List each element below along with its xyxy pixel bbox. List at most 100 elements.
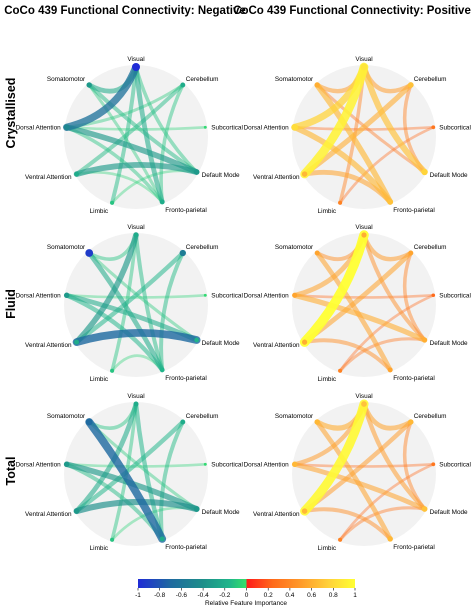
node-label-somatomotor: Somatomotor — [275, 76, 314, 83]
node-ventral-attention — [301, 171, 308, 177]
edge-cerebellum-ventral-attention — [74, 250, 185, 345]
edge-ventral-attention-default-mode — [73, 162, 200, 177]
node-label-limbic: Limbic — [318, 545, 337, 552]
node-dorsal-attention — [63, 292, 70, 299]
node-label-subcortical: Subcortical — [439, 124, 471, 131]
node-label-fronto-parietal: Fronto-parietal — [165, 375, 207, 382]
edge-default-mode-somatomotor — [315, 83, 427, 174]
node-cerebellum — [180, 419, 186, 425]
node-fronto-parietal — [159, 367, 165, 373]
edge-dorsal-attention-fronto-parietal — [64, 293, 165, 373]
colorbar-label: Relative Feature Importance — [205, 600, 287, 607]
chord-panel-total-positive: Visual Cerebellum Subcortical Default Mode F… — [244, 393, 471, 552]
colorbar-tick-label: -0.8 — [154, 592, 166, 599]
node-somatomotor — [314, 419, 320, 425]
colorbar-tick-label: 0.2 — [264, 592, 273, 599]
node-label-limbic: Limbic — [90, 208, 109, 215]
node-label-subcortical: Subcortical — [439, 461, 471, 468]
node-somatomotor — [85, 249, 94, 257]
node-label-ventral-attention: Ventral Attention — [25, 174, 72, 181]
edge-cerebellum-fronto-parietal — [159, 83, 185, 204]
edge-ventral-attention-default-mode — [73, 498, 200, 515]
colorbar-tick-label: 0 — [245, 592, 249, 599]
node-visual — [133, 232, 139, 238]
colorbar-tick-label: -1 — [135, 592, 141, 599]
node-label-ventral-attention: Ventral Attention — [253, 174, 300, 181]
node-label-dorsal-attention: Dorsal Attention — [244, 461, 290, 468]
node-label-ventral-attention: Ventral Attention — [25, 342, 72, 349]
node-visual — [133, 401, 139, 407]
node-label-visual: Visual — [355, 224, 372, 231]
edge-cerebellum-fronto-parietal — [159, 420, 185, 541]
node-label-fronto-parietal: Fronto-parietal — [393, 375, 435, 382]
chord-panel-crystallised-negative: Visual Cerebellum Subcortical Default Mode F… — [16, 56, 243, 215]
edge-visual-fronto-parietal — [133, 64, 165, 205]
colorbar-tick-label: -0.4 — [197, 592, 209, 599]
node-subcortical — [431, 462, 436, 467]
edge-dorsal-attention-default-mode — [63, 124, 200, 175]
row-label-crystallised: Crystallised — [4, 78, 18, 149]
row-label-fluid: Fluid — [4, 289, 18, 319]
node-subcortical — [431, 125, 436, 130]
node-subcortical — [203, 125, 207, 129]
chord-panel-fluid-positive: Visual Cerebellum Subcortical Default Mode F… — [244, 224, 471, 383]
node-label-cerebellum: Cerebellum — [186, 244, 219, 251]
chord-panel-fluid-negative: Visual Cerebellum Subcortical Default Mode F… — [16, 224, 243, 383]
node-somatomotor — [86, 82, 92, 88]
node-default-mode — [193, 506, 200, 512]
colorbar-tick-label: -0.6 — [176, 592, 188, 599]
node-visual — [132, 63, 140, 71]
edge-visual-limbic — [110, 65, 138, 205]
node-label-dorsal-attention: Dorsal Attention — [16, 292, 62, 299]
edge-somatomotor-fronto-parietal — [314, 419, 393, 542]
edge-cerebellum-default-mode — [402, 251, 427, 342]
edge-visual-dorsal-attention — [63, 63, 140, 131]
node-label-visual: Visual — [355, 56, 372, 63]
edge-visual-default-mode — [134, 65, 199, 174]
colorbar-gradient — [138, 579, 355, 588]
node-limbic — [338, 368, 343, 373]
node-label-ventral-attention: Ventral Attention — [25, 511, 72, 518]
colorbar-tick-label: 0.6 — [307, 592, 316, 599]
colorbar-tick-label: -0.2 — [219, 592, 231, 599]
node-label-dorsal-attention: Dorsal Attention — [244, 292, 290, 299]
node-label-default-mode: Default Mode — [202, 340, 240, 347]
node-somatomotor — [85, 418, 93, 426]
node-label-subcortical: Subcortical — [439, 292, 471, 299]
edge-somatomotor-fronto-parietal — [86, 250, 165, 373]
node-ventral-attention — [74, 339, 80, 345]
edge-somatomotor-fronto-parietal — [85, 418, 167, 543]
node-ventral-attention — [301, 508, 308, 514]
node-label-visual: Visual — [355, 393, 372, 400]
node-label-somatomotor: Somatomotor — [47, 413, 86, 420]
node-cerebellum — [408, 250, 414, 256]
colorbar-tick-label: 0.4 — [285, 592, 294, 599]
node-default-mode — [422, 337, 428, 343]
node-label-default-mode: Default Mode — [202, 172, 240, 179]
colorbar: -1 -0.8 -0.6 -0.4 -0.2 0 0.2 0.4 0.6 0.8 1 Relativ… — [135, 579, 357, 607]
edge-somatomotor-default-mode — [87, 251, 199, 342]
chord-panel-crystallised-positive: Visual Cerebellum Subcortical Default Mode F… — [244, 56, 471, 215]
node-fronto-parietal — [387, 199, 394, 205]
node-label-dorsal-attention: Dorsal Attention — [16, 124, 62, 131]
node-visual — [361, 232, 367, 238]
node-label-default-mode: Default Mode — [430, 509, 468, 516]
edge-subcortical-limbic — [338, 293, 435, 373]
colorbar-ticks: -1 -0.8 -0.6 -0.4 -0.2 0 0.2 0.4 0.6 0.8 1 — [135, 588, 357, 599]
node-cerebellum — [179, 249, 186, 257]
edge-visual-ventral-attention — [300, 62, 369, 179]
node-label-cerebellum: Cerebellum — [414, 76, 447, 83]
edge-dorsal-attention-default-mode — [292, 292, 428, 343]
node-label-default-mode: Default Mode — [202, 509, 240, 516]
edge-visual-ventral-attention — [299, 230, 369, 347]
chord-panels: Visual Cerebellum Subcortical Default Mode F… — [16, 56, 471, 552]
node-label-fronto-parietal: Fronto-parietal — [393, 544, 435, 551]
node-dorsal-attention — [291, 461, 298, 468]
node-label-fronto-parietal: Fronto-parietal — [165, 207, 207, 214]
edge-dorsal-attention-default-mode — [292, 461, 428, 512]
node-label-default-mode: Default Mode — [430, 172, 468, 179]
node-label-cerebellum: Cerebellum — [414, 413, 447, 420]
node-label-subcortical: Subcortical — [211, 124, 243, 131]
node-label-cerebellum: Cerebellum — [186, 413, 219, 420]
